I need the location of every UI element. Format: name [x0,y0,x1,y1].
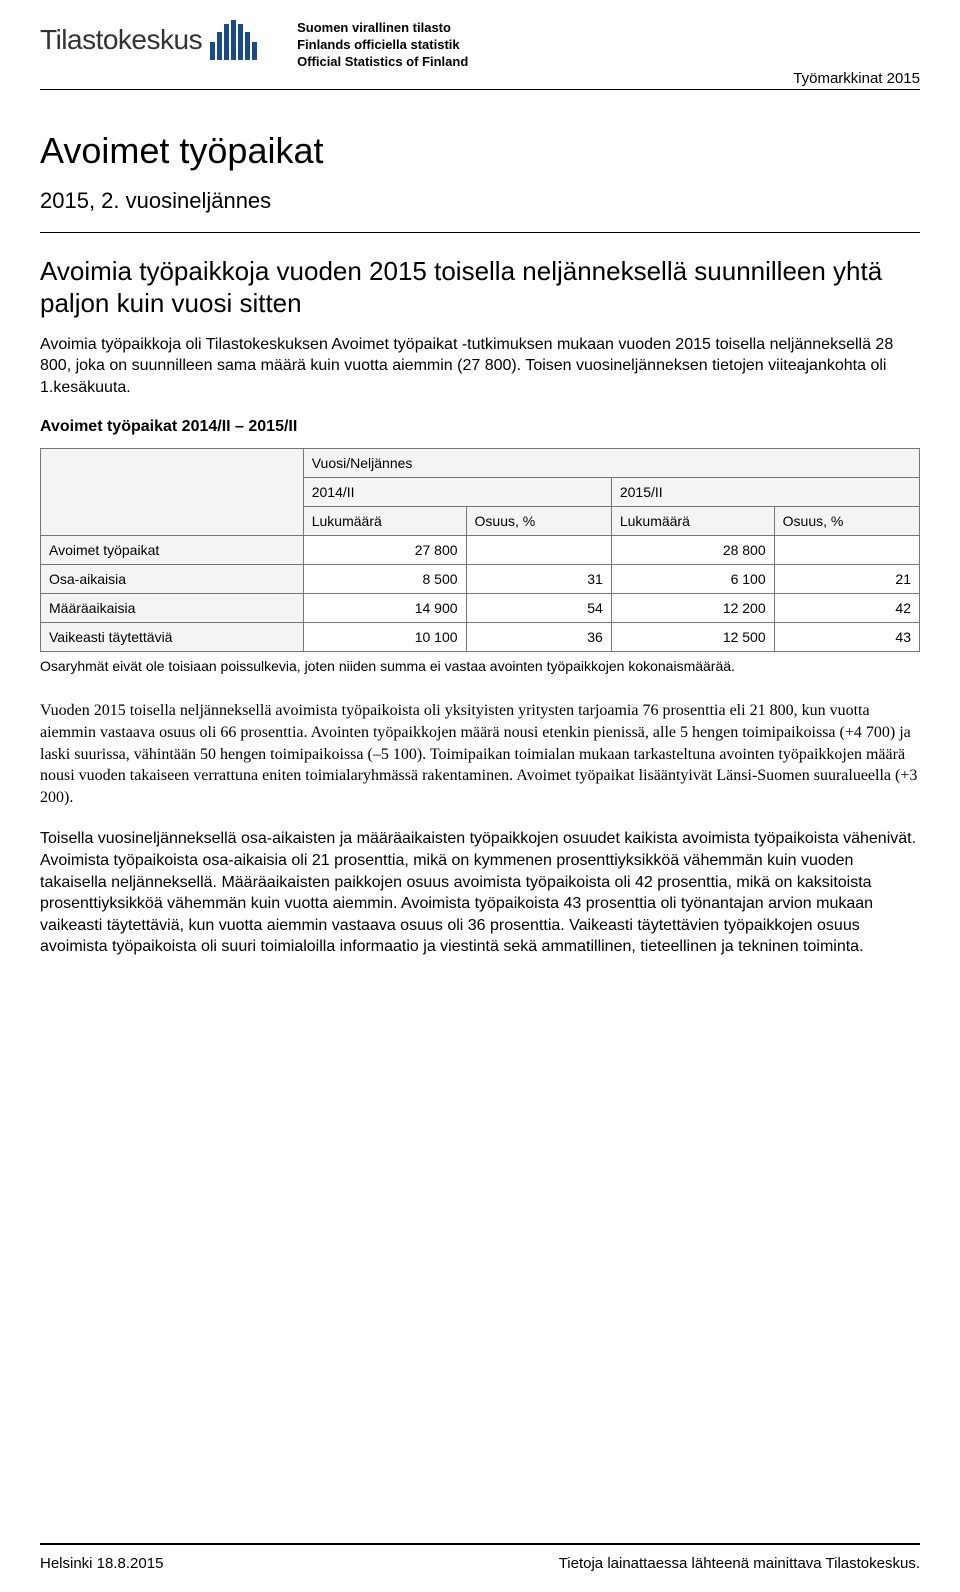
cell: 14 900 [303,594,466,623]
cell [466,536,611,565]
cell: 36 [466,623,611,652]
table-title: Avoimet työpaikat 2014/II – 2015/II [40,418,920,436]
official-line: Suomen virallinen tilasto [297,20,468,37]
cell: 31 [466,565,611,594]
footer-date: Helsinki 18.8.2015 [40,1555,163,1572]
cell: 12 500 [611,623,774,652]
page-title: Avoimet työpaikat [40,130,920,172]
logo: Tilastokeskus [40,20,257,60]
cell: 12 200 [611,594,774,623]
cell: 43 [774,623,919,652]
row-label: Avoimet työpaikat [41,536,304,565]
cell [774,536,919,565]
table-col-header: Lukumäärä [303,507,466,536]
cell: 42 [774,594,919,623]
table-col-header: Lukumäärä [611,507,774,536]
page-subtitle: 2015, 2. vuosineljännes [40,188,920,214]
official-line: Finlands officiella statistik [297,37,468,54]
cell: 21 [774,565,919,594]
table-row: Avoimet työpaikat 27 800 28 800 [41,536,920,565]
table-row: Vaikeasti täytettäviä 10 100 36 12 500 4… [41,623,920,652]
row-label: Vaikeasti täytettäviä [41,623,304,652]
table-footnote: Osaryhmät eivät ole toisiaan poissulkevi… [40,658,920,674]
footer: Helsinki 18.8.2015 Tietoja lainattaessa … [40,1543,920,1572]
table-col-header: Osuus, % [466,507,611,536]
table-period-header: 2015/II [611,478,919,507]
official-line: Official Statistics of Finland [297,54,468,71]
cell: 28 800 [611,536,774,565]
footer-attribution: Tietoja lainattaessa lähteenä mainittava… [559,1555,920,1572]
cell: 8 500 [303,565,466,594]
category-label: Työmarkkinat 2015 [793,70,920,87]
table-row: Määräaikaisia 14 900 54 12 200 42 [41,594,920,623]
table-period-header: 2014/II [303,478,611,507]
logo-text: Tilastokeskus [40,24,202,56]
table-corner [41,449,304,536]
row-label: Määräaikaisia [41,594,304,623]
section-heading: Avoimia työpaikkoja vuoden 2015 toisella… [40,255,920,320]
header: Tilastokeskus Suomen virallinen tilasto … [0,0,960,81]
table-col-header: Osuus, % [774,507,919,536]
cell: 54 [466,594,611,623]
official-statistics-label: Suomen virallinen tilasto Finlands offic… [297,20,468,71]
footer-divider [40,1543,920,1545]
row-label: Osa-aikaisia [41,565,304,594]
section-divider [40,232,920,233]
logo-bars-icon [210,20,257,60]
table-row: Osa-aikaisia 8 500 31 6 100 21 [41,565,920,594]
cell: 6 100 [611,565,774,594]
cell: 27 800 [303,536,466,565]
content: Avoimet työpaikat 2015, 2. vuosineljänne… [0,90,960,998]
body-paragraph: Vuoden 2015 toisella neljänneksellä avoi… [40,700,920,808]
data-table: Vuosi/Neljännes 2014/II 2015/II Lukumäär… [40,448,920,652]
body-paragraph: Toisella vuosineljänneksellä osa-aikaist… [40,828,920,958]
intro-paragraph: Avoimia työpaikkoja oli Tilastokeskuksen… [40,334,920,399]
cell: 10 100 [303,623,466,652]
table-group-header: Vuosi/Neljännes [303,449,919,478]
